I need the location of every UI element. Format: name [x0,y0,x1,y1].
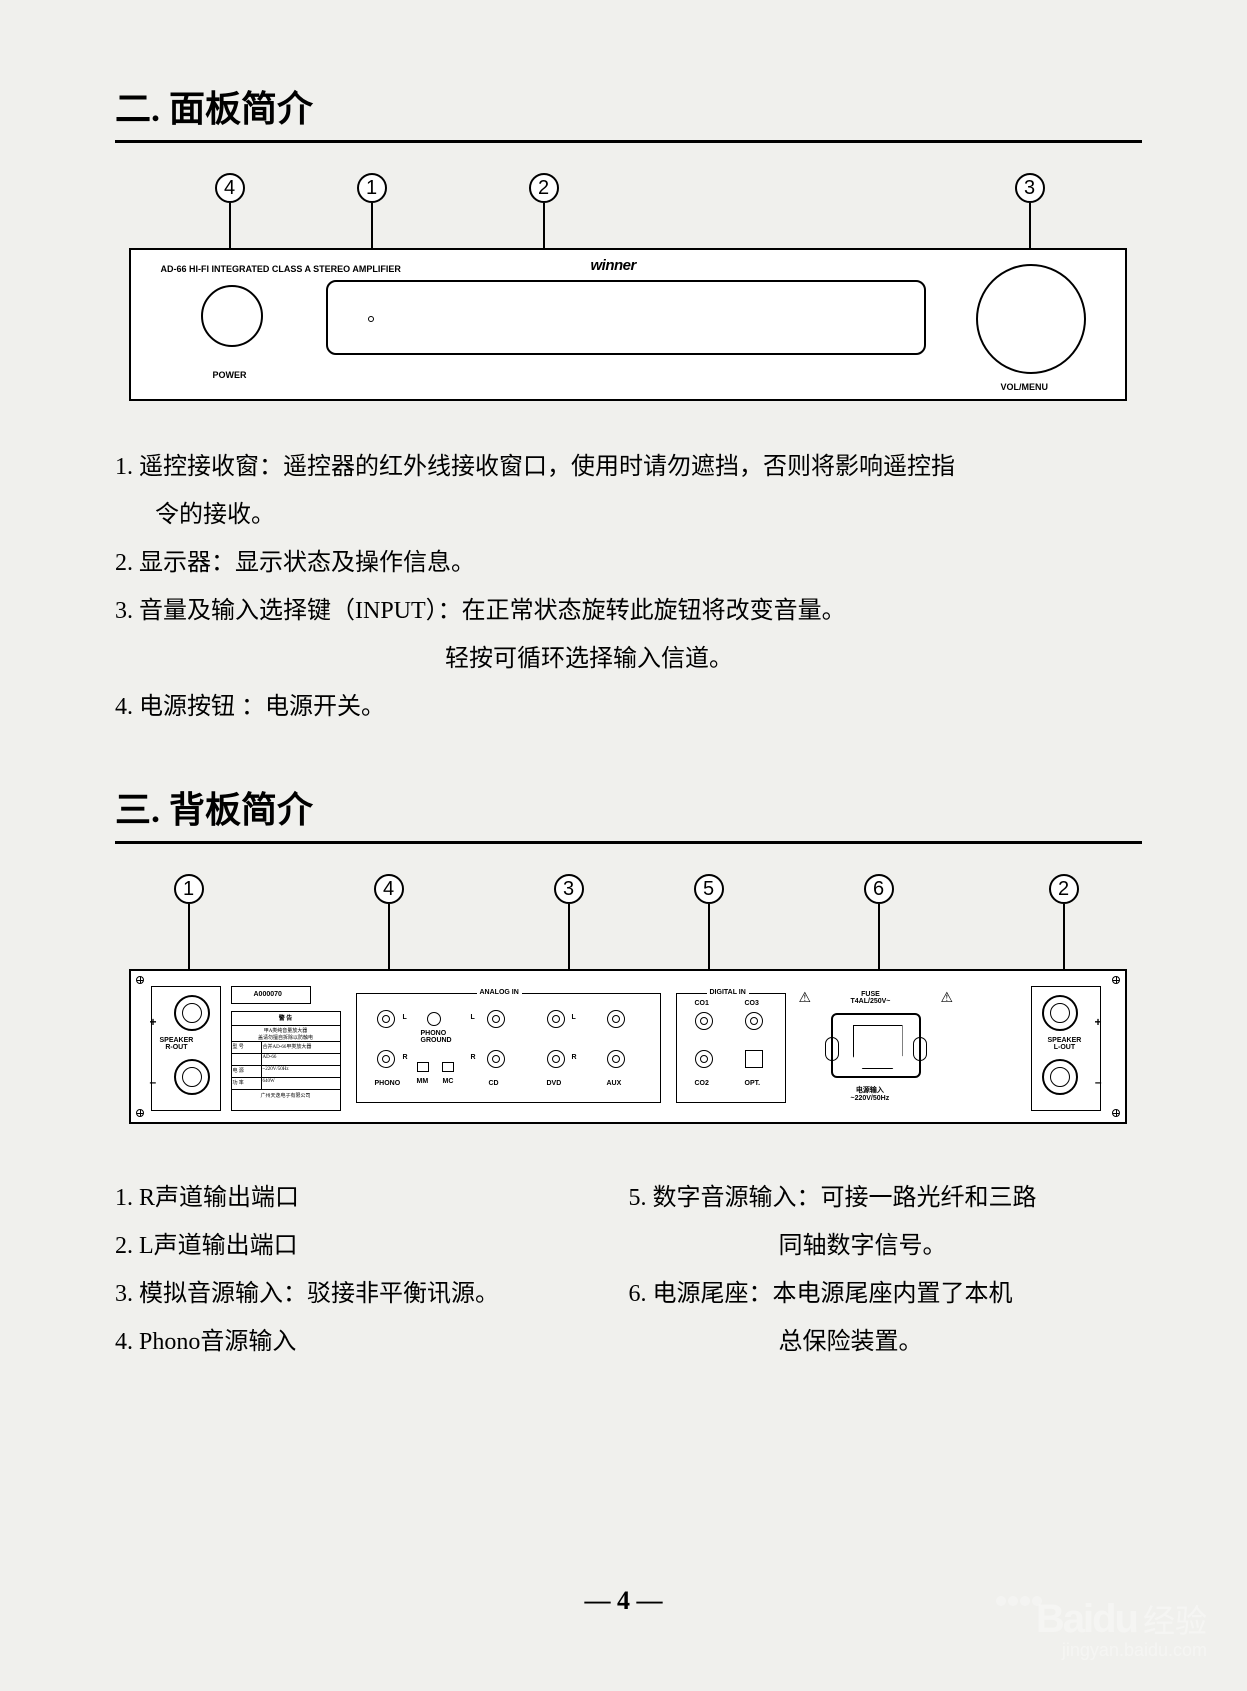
warning-icon: ⚠ [799,989,812,1006]
section2-descriptions: 1. R声道输出端口 2. L声道输出端口 3. 模拟音源输入：驳接非平衡讯源。… [115,1174,1142,1366]
desc-item: 3. 模拟音源输入：驳接非平衡讯源。 [115,1270,629,1318]
brand-text: winner [591,257,636,274]
speaker-l-group: + SPEAKER L-OUT – [1031,986,1101,1111]
desc-item: 同轴数字信号。 [629,1222,1143,1270]
desc-item: 轻按可循环选择输入信道。 [115,635,1142,683]
model-text: AD-66 HI-FI INTEGRATED CLASS A STEREO AM… [161,264,401,274]
back-panel-box: + SPEAKER R-OUT – A000070 警 告 甲A类纯音量放大器盖… [129,969,1127,1124]
speaker-l-label: SPEAKER L-OUT [1048,1037,1082,1051]
desc-item: 6. 电源尾座：本电源尾座内置了本机 [629,1270,1143,1318]
callout-3: 3 [1015,173,1045,203]
back-callout-3: 3 [554,874,584,904]
desc-item: 4. Phono音源输入 [115,1318,629,1366]
fuse-label: FUSE T4AL/250V~ [851,991,891,1005]
desc-item: 2. L声道输出端口 [115,1222,629,1270]
serial-box: A000070 [231,986,311,1004]
screw-icon [1112,1109,1120,1117]
screw-icon [1112,976,1120,984]
ir-window [368,316,374,322]
desc-item: 5. 数字音源输入：可接一路光纤和三路 [629,1174,1143,1222]
vol-label: VOL/MENU [1001,382,1049,392]
warning-icon: ⚠ [941,989,954,1006]
digital-in-label: DIGITAL IN [707,989,749,996]
volume-knob [976,264,1086,374]
screw-icon [136,976,144,984]
phono-label: PHONO [375,1080,401,1087]
back-callout-5: 5 [694,874,724,904]
section1-descriptions: 1. 遥控接收窗：遥控器的红外线接收窗口，使用时请勿遮挡，否则将影响遥控指 令的… [115,443,1142,731]
back-callout-6: 6 [864,874,894,904]
dvd-label: DVD [547,1080,562,1087]
watermark-url: jingyan.baidu.com [983,1640,1207,1661]
callout-2: 2 [529,173,559,203]
callout-4: 4 [215,173,245,203]
back-panel-diagram: 1 4 3 5 6 2 + [129,874,1129,1134]
power-socket [831,1013,921,1078]
analog-in-label: ANALOG IN [477,989,522,996]
desc-item: 1. R声道输出端口 [115,1174,629,1222]
speaker-r-label: SPEAKER R-OUT [160,1037,194,1051]
aux-label: AUX [607,1080,622,1087]
cd-label: CD [489,1080,499,1087]
callout-1: 1 [357,173,387,203]
watermark: Baidu经验 jingyan.baidu.com [983,1596,1207,1661]
desc-item: 2. 显示器：显示状态及操作信息。 [115,539,1142,587]
watermark-brand: Baidu [1036,1597,1137,1641]
back-callout-1: 1 [174,874,204,904]
desc-item: 令的接收。 [115,491,1142,539]
back-callout-4: 4 [374,874,404,904]
front-panel-box: AD-66 HI-FI INTEGRATED CLASS A STEREO AM… [129,248,1127,401]
desc-item: 3. 音量及输入选择键（INPUT）：在正常状态旋转此旋钮将改变音量。 [115,587,1142,635]
section1-title: 二. 面板简介 [115,80,1142,143]
display-box [326,280,926,355]
power-label: POWER [213,370,247,380]
info-table: 警 告 甲A类纯音量放大器盖请勿擅自拆除以防触电 型 号合并AD-66甲类放大器… [231,1011,341,1111]
power-knob [201,285,263,347]
desc-item: 4. 电源按钮 ：电源开关。 [115,683,1142,731]
analog-in-group: ANALOG IN L R PHONO PHONO GROUND MM MC L… [356,993,661,1103]
front-panel-diagram: 4 1 2 3 AD-66 HI-FI INTEGRATED CLASS A S… [129,173,1129,403]
power-in-label: 电源输入 ~220V/50Hz [851,1085,890,1102]
speaker-r-group: + SPEAKER R-OUT – [151,986,221,1111]
desc-item: 1. 遥控接收窗：遥控器的红外线接收窗口，使用时请勿遮挡，否则将影响遥控指 [115,443,1142,491]
back-callout-2: 2 [1049,874,1079,904]
opt-label: OPT. [745,1080,761,1087]
desc-item: 总保险装置。 [629,1318,1143,1366]
screw-icon [136,1109,144,1117]
section2-title: 三. 背板简介 [115,781,1142,844]
digital-in-group: DIGITAL IN CO1 CO3 CO2 OPT. [676,993,786,1103]
phono-ground-label: PHONO GROUND [421,1030,452,1044]
watermark-cn: 经验 [1143,1596,1207,1642]
